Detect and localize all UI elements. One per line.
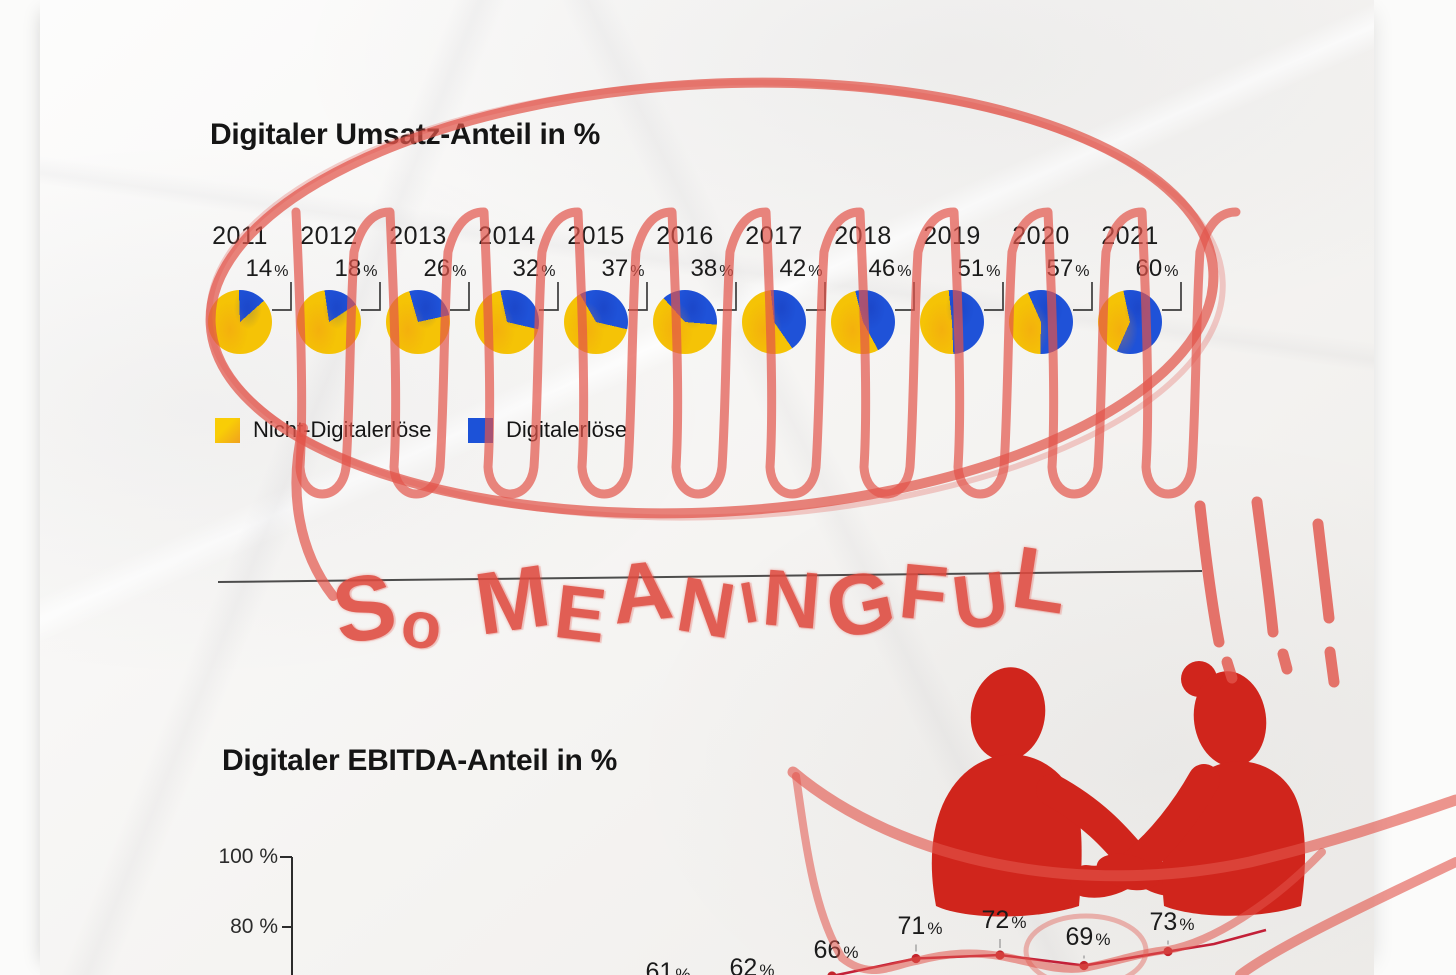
pie-group-2012: 2012 18% (283, 222, 377, 382)
pie-percent-label: 60% (1135, 255, 1179, 282)
pie-chart-2017 (742, 290, 806, 354)
handwritten-letter: E (550, 568, 617, 660)
legend-item-digital: Digitalerlöse (468, 417, 627, 443)
ebitda-label: 73% (1149, 907, 1195, 936)
digital-swatch-icon (468, 417, 493, 443)
pie-chart-2020 (1009, 290, 1073, 354)
pie-year-label: 2018 (834, 222, 892, 250)
pie-chart-2014 (475, 290, 539, 354)
pie-year-label: 2016 (656, 222, 714, 250)
handwritten-letter: G (816, 549, 909, 659)
ebitda-label: 62% (729, 954, 775, 975)
legend-label-nicht-digital: Nicht-Digitalerlöse (253, 417, 432, 442)
pie-year-label: 2011 (212, 222, 268, 250)
pie-year-label: 2012 (300, 222, 358, 250)
pie-year-label: 2019 (923, 222, 981, 250)
ebitda-label: 71% (897, 911, 943, 940)
pie-chart-2018 (831, 290, 895, 354)
handwritten-letter: U (947, 554, 1020, 647)
pie-year-label: 2014 (478, 222, 536, 250)
ebitda-label: 66% (813, 936, 859, 964)
pie-group-2015: 2015 37% (550, 222, 644, 382)
pie-group-2020: 2020 57% (995, 222, 1089, 382)
umsatz-chart-title: Digitaler Umsatz-Anteil in % (210, 118, 600, 152)
pie-group-2017: 2017 42% (728, 222, 822, 382)
pie-chart-2016 (653, 290, 717, 354)
handwritten-letter: A (606, 540, 683, 642)
pie-chart-2011 (208, 290, 272, 354)
y-axis-tick-100: 100 % (218, 845, 278, 868)
legend-label-digital: Digitalerlöse (506, 417, 628, 442)
handwriting-annotation: So MEANINGFUL (325, 525, 1235, 697)
ebitda-chart-title: Digitaler EBITDA-Anteil in % (222, 744, 617, 778)
pie-group-2021: 2021 60% (1084, 222, 1179, 382)
legend-item-nicht-digital: Nicht-Digitalerlöse (215, 417, 432, 443)
pie-year-label: 2013 (389, 222, 447, 250)
ebitda-label: 72% (981, 906, 1027, 934)
handwritten-letter: M (468, 544, 562, 654)
handwritten-letter: F (895, 546, 958, 639)
handwritten-letter (447, 601, 476, 636)
pie-chart-2013 (386, 290, 450, 354)
pie-group-2019: 2019 51% (906, 222, 1000, 382)
pie-chart-2012 (297, 290, 361, 354)
pie-year-label: 2015 (567, 222, 625, 250)
ebitda-label: 61% (645, 957, 691, 975)
pie-group-2016: 2016 38% (639, 222, 733, 382)
pie-year-label: 2020 (1012, 222, 1070, 250)
handwritten-letter: L (1006, 526, 1081, 634)
handwritten-letter: S (325, 551, 410, 665)
pie-year-label: 2021 (1101, 222, 1159, 250)
pie-chart-2015 (564, 290, 628, 354)
pie-chart-2019 (920, 290, 984, 354)
pie-group-2011: 2011 14% (194, 222, 288, 382)
pie-year-label: 2017 (745, 222, 803, 250)
nicht-digital-swatch-icon (215, 417, 240, 443)
pie-group-2013: 2013 26% (372, 222, 466, 382)
pie-group-2014: 2014 32% (461, 222, 555, 382)
ebitda-label: 69% (1065, 922, 1111, 951)
pie-group-2018: 2018 46% (817, 222, 911, 382)
handwritten-letter: o (398, 586, 451, 664)
y-axis-tick-80: 80 % (230, 915, 278, 938)
pie-chart-2021 (1098, 290, 1162, 354)
